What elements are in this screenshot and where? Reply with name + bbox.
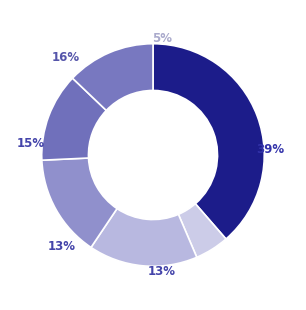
Wedge shape [178, 204, 226, 257]
Wedge shape [42, 158, 117, 247]
Text: 39%: 39% [256, 143, 284, 156]
Wedge shape [42, 78, 106, 160]
Text: 16%: 16% [52, 51, 80, 64]
Wedge shape [91, 209, 197, 266]
Text: 5%: 5% [152, 32, 172, 45]
Wedge shape [73, 44, 153, 110]
Text: 13%: 13% [48, 240, 76, 253]
Text: 13%: 13% [148, 265, 176, 278]
Text: 15%: 15% [17, 137, 45, 150]
Wedge shape [153, 44, 264, 239]
